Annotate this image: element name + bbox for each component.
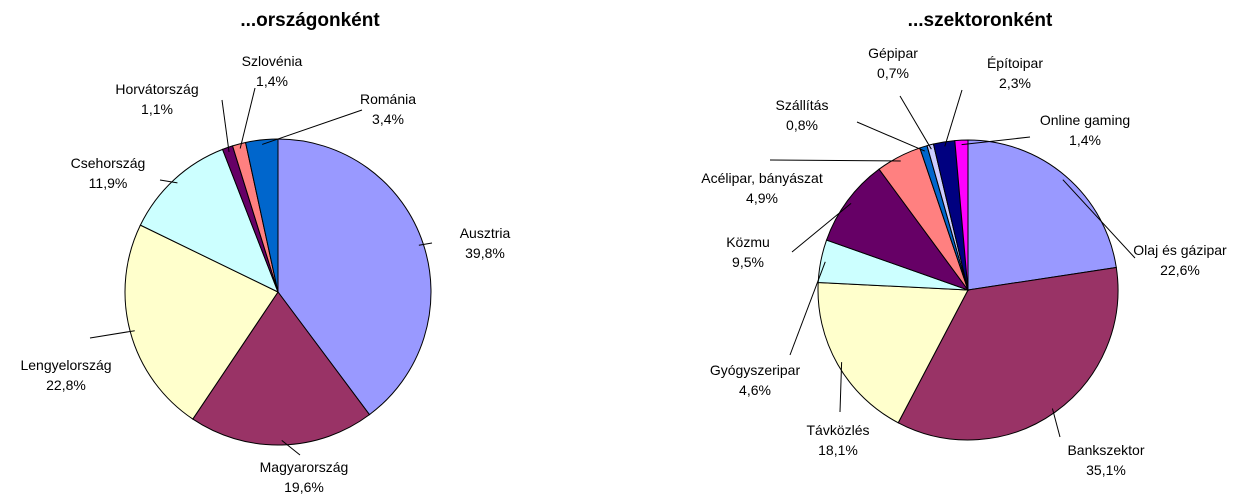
leader-line	[789, 261, 826, 356]
value-label: 39,8%	[465, 245, 505, 261]
value-label: 18,1%	[818, 442, 858, 458]
value-label: 2,3%	[999, 75, 1031, 91]
leader-line	[961, 136, 1031, 146]
value-label: 4,9%	[746, 190, 778, 206]
value-label: 22,6%	[1160, 262, 1200, 278]
slice-label: Acélipar, bányászat	[701, 170, 823, 186]
leader-line	[839, 362, 843, 413]
pie-slice	[825, 168, 970, 292]
value-label: 19,6%	[284, 479, 324, 495]
value-label: 1,4%	[256, 73, 288, 89]
leader-line	[791, 202, 852, 253]
value-label: 4,6%	[739, 382, 771, 398]
slice-label: Bankszektor	[1067, 442, 1144, 458]
value-label: 1,1%	[141, 101, 173, 117]
slice-label: Távközlés	[806, 422, 869, 438]
slice-label: Építoipar	[987, 55, 1043, 71]
slice-label: Csehország	[71, 155, 146, 171]
slice-label: Szlovénia	[242, 53, 303, 69]
value-label: 0,8%	[786, 117, 818, 133]
pie-slice	[967, 139, 1117, 291]
pie-slice	[954, 139, 969, 291]
leader-line	[1051, 408, 1061, 438]
leader-line	[262, 109, 363, 145]
leader-line	[89, 330, 135, 339]
slice-label: Olaj és gázipar	[1133, 242, 1227, 258]
value-label: 9,5%	[732, 254, 764, 270]
value-label: 0,7%	[877, 65, 909, 81]
pie-slice	[139, 148, 279, 294]
pie-slice	[277, 138, 432, 416]
slice-label: Horvátország	[115, 81, 198, 97]
slice-label: Ausztria	[460, 225, 511, 241]
leader-line	[769, 159, 901, 162]
pie-slice	[192, 291, 371, 446]
slice-label: Szállítás	[776, 97, 829, 113]
slice-label: Online gaming	[1040, 112, 1130, 128]
leader-line	[944, 89, 963, 147]
chart-title: ...szektoronként	[908, 10, 1053, 31]
pie-slice	[897, 266, 1119, 441]
value-label: 22,8%	[46, 377, 86, 393]
leader-line	[418, 242, 433, 246]
chart-title: ...országonként	[240, 10, 380, 31]
slice-label: Gyógyszeripar	[710, 362, 801, 378]
slice-label: Románia	[360, 91, 416, 107]
leader-line	[1062, 179, 1136, 259]
value-label: 3,4%	[372, 111, 404, 127]
leader-line	[281, 439, 301, 456]
pie-slice	[817, 281, 969, 424]
slice-label: Gépipar	[868, 45, 918, 61]
value-label: 11,9%	[89, 175, 128, 191]
leader-line	[239, 87, 256, 149]
slice-label: Magyarország	[260, 459, 349, 475]
leader-line	[221, 99, 230, 152]
leader-line	[159, 179, 178, 184]
leader-line	[899, 95, 932, 150]
value-label: 35,1%	[1086, 462, 1126, 478]
slice-label: Lengyelország	[20, 357, 111, 373]
leader-line	[856, 121, 925, 152]
slice-label: Közmu	[726, 234, 770, 250]
value-label: 1,4%	[1069, 132, 1101, 148]
